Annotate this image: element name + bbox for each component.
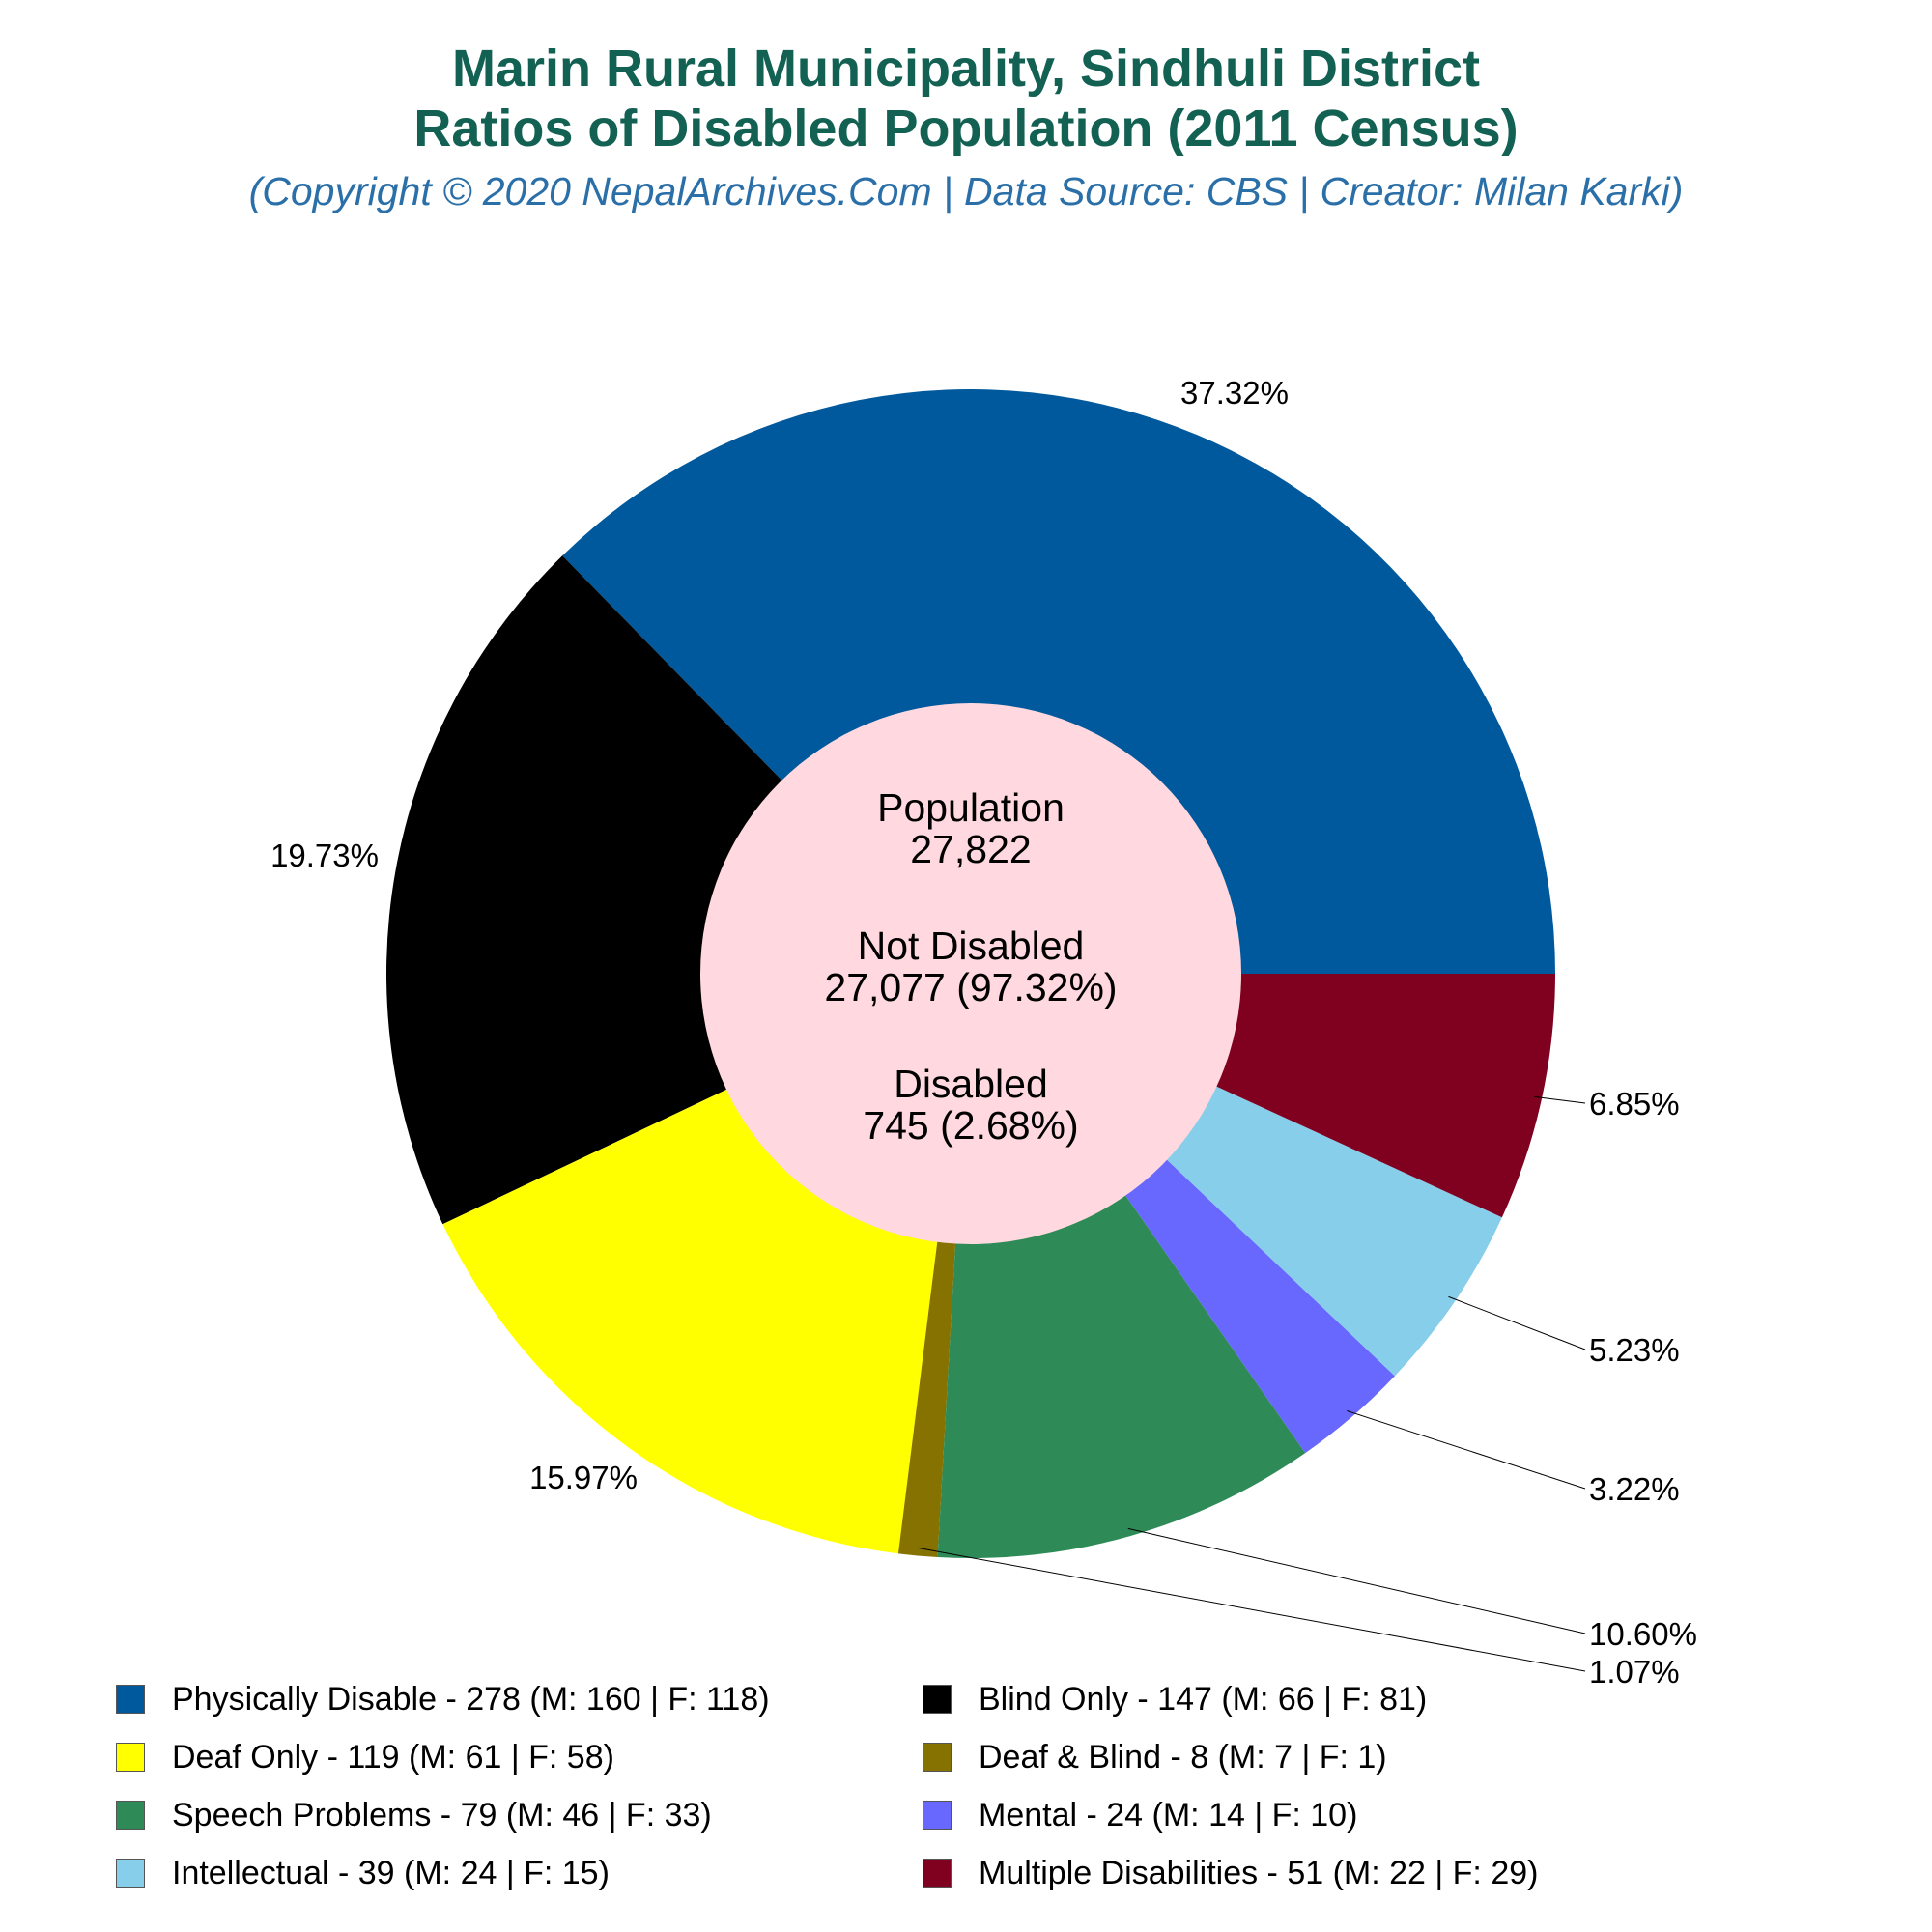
leader-line-mental bbox=[1347, 1410, 1586, 1490]
legend-label: Intellectual - 39 (M: 24 | F: 15) bbox=[172, 1854, 610, 1891]
legend-item-multiple-disabilities: Multiple Disabilities - 51 (M: 22 | F: 2… bbox=[923, 1853, 1792, 1893]
legend-item-deaf-only: Deaf Only - 119 (M: 61 | F: 58) bbox=[116, 1737, 923, 1777]
chart-subtitle: (Copyright © 2020 NepalArchives.Com | Da… bbox=[248, 169, 1684, 213]
center-summary: Population 27,822 Not Disabled 27,077 (9… bbox=[824, 785, 1117, 1148]
percent-label-physically-disable: 37.32% bbox=[1180, 375, 1289, 411]
percent-label-mental: 3.22% bbox=[1589, 1471, 1680, 1507]
slice-blind-only bbox=[385, 555, 971, 1225]
legend-swatch bbox=[116, 1801, 145, 1830]
center-not-disabled-value: 27,077 (97.32%) bbox=[824, 965, 1117, 1009]
legend-label: Multiple Disabilities - 51 (M: 22 | F: 2… bbox=[979, 1854, 1539, 1891]
legend-swatch bbox=[116, 1859, 145, 1888]
legend-swatch bbox=[923, 1685, 952, 1714]
chart-title-line-1: Marin Rural Municipality, Sindhuli Distr… bbox=[451, 40, 1481, 98]
legend-item-deaf-and-blind: Deaf & Blind - 8 (M: 7 | F: 1) bbox=[923, 1737, 1792, 1777]
legend-swatch bbox=[923, 1801, 952, 1830]
chart-title-line-2: Ratios of Disabled Population (2011 Cens… bbox=[413, 99, 1519, 157]
center-not-disabled-label: Not Disabled bbox=[858, 923, 1085, 968]
slice-physically-disable bbox=[562, 389, 1556, 975]
percent-label-blind-only: 19.73% bbox=[270, 838, 379, 873]
legend-item-physically-disable: Physically Disable - 278 (M: 160 | F: 11… bbox=[116, 1679, 923, 1719]
chart-header: Marin Rural Municipality, Sindhuli Distr… bbox=[0, 39, 1932, 218]
leader-line-multiple-disabilities bbox=[1534, 1095, 1586, 1104]
center-population-label: Population bbox=[877, 785, 1065, 830]
legend-label: Deaf & Blind - 8 (M: 7 | F: 1) bbox=[979, 1738, 1387, 1776]
percent-label-deaf-only: 15.97% bbox=[529, 1460, 638, 1495]
percent-label-intellectual: 5.23% bbox=[1589, 1332, 1680, 1368]
legend-swatch bbox=[923, 1859, 952, 1888]
legend-label: Deaf Only - 119 (M: 61 | F: 58) bbox=[172, 1738, 614, 1776]
legend-label: Physically Disable - 278 (M: 160 | F: 11… bbox=[172, 1680, 770, 1718]
legend-item-blind-only: Blind Only - 147 (M: 66 | F: 81) bbox=[923, 1679, 1792, 1719]
leader-line-intellectual bbox=[1448, 1295, 1586, 1350]
legend-item-intellectual: Intellectual - 39 (M: 24 | F: 15) bbox=[116, 1853, 923, 1893]
center-disabled-label: Disabled bbox=[894, 1062, 1048, 1106]
center-disabled-value: 745 (2.68%) bbox=[863, 1103, 1078, 1148]
legend-swatch bbox=[116, 1685, 145, 1714]
legend-label: Blind Only - 147 (M: 66 | F: 81) bbox=[979, 1680, 1428, 1718]
legend-swatch bbox=[923, 1743, 952, 1772]
legend-item-mental: Mental - 24 (M: 14 | F: 10) bbox=[923, 1795, 1792, 1835]
percent-label-speech-problems: 10.60% bbox=[1589, 1616, 1697, 1652]
percent-label-multiple-disabilities: 6.85% bbox=[1589, 1086, 1680, 1122]
percent-label-deaf-and-blind: 1.07% bbox=[1589, 1654, 1680, 1690]
leader-line-group bbox=[918, 1095, 1586, 1672]
donut-center bbox=[700, 703, 1241, 1244]
center-population-value: 27,822 bbox=[910, 827, 1031, 871]
percent-label-group: 37.32% 19.73% 15.97% 1.07%10.60% 3.22% 5.23% 6… bbox=[270, 375, 1697, 1690]
legend-label: Speech Problems - 79 (M: 46 | F: 33) bbox=[172, 1796, 712, 1833]
leader-line-speech-problems bbox=[1127, 1527, 1586, 1634]
leader-line-deaf-and-blind bbox=[918, 1548, 1586, 1672]
chart-legend: Physically Disable - 278 (M: 160 | F: 11… bbox=[116, 1679, 1855, 1893]
legend-item-speech-problems: Speech Problems - 79 (M: 46 | F: 33) bbox=[116, 1795, 923, 1835]
legend-swatch bbox=[116, 1743, 145, 1772]
legend-label: Mental - 24 (M: 14 | F: 10) bbox=[979, 1796, 1358, 1833]
